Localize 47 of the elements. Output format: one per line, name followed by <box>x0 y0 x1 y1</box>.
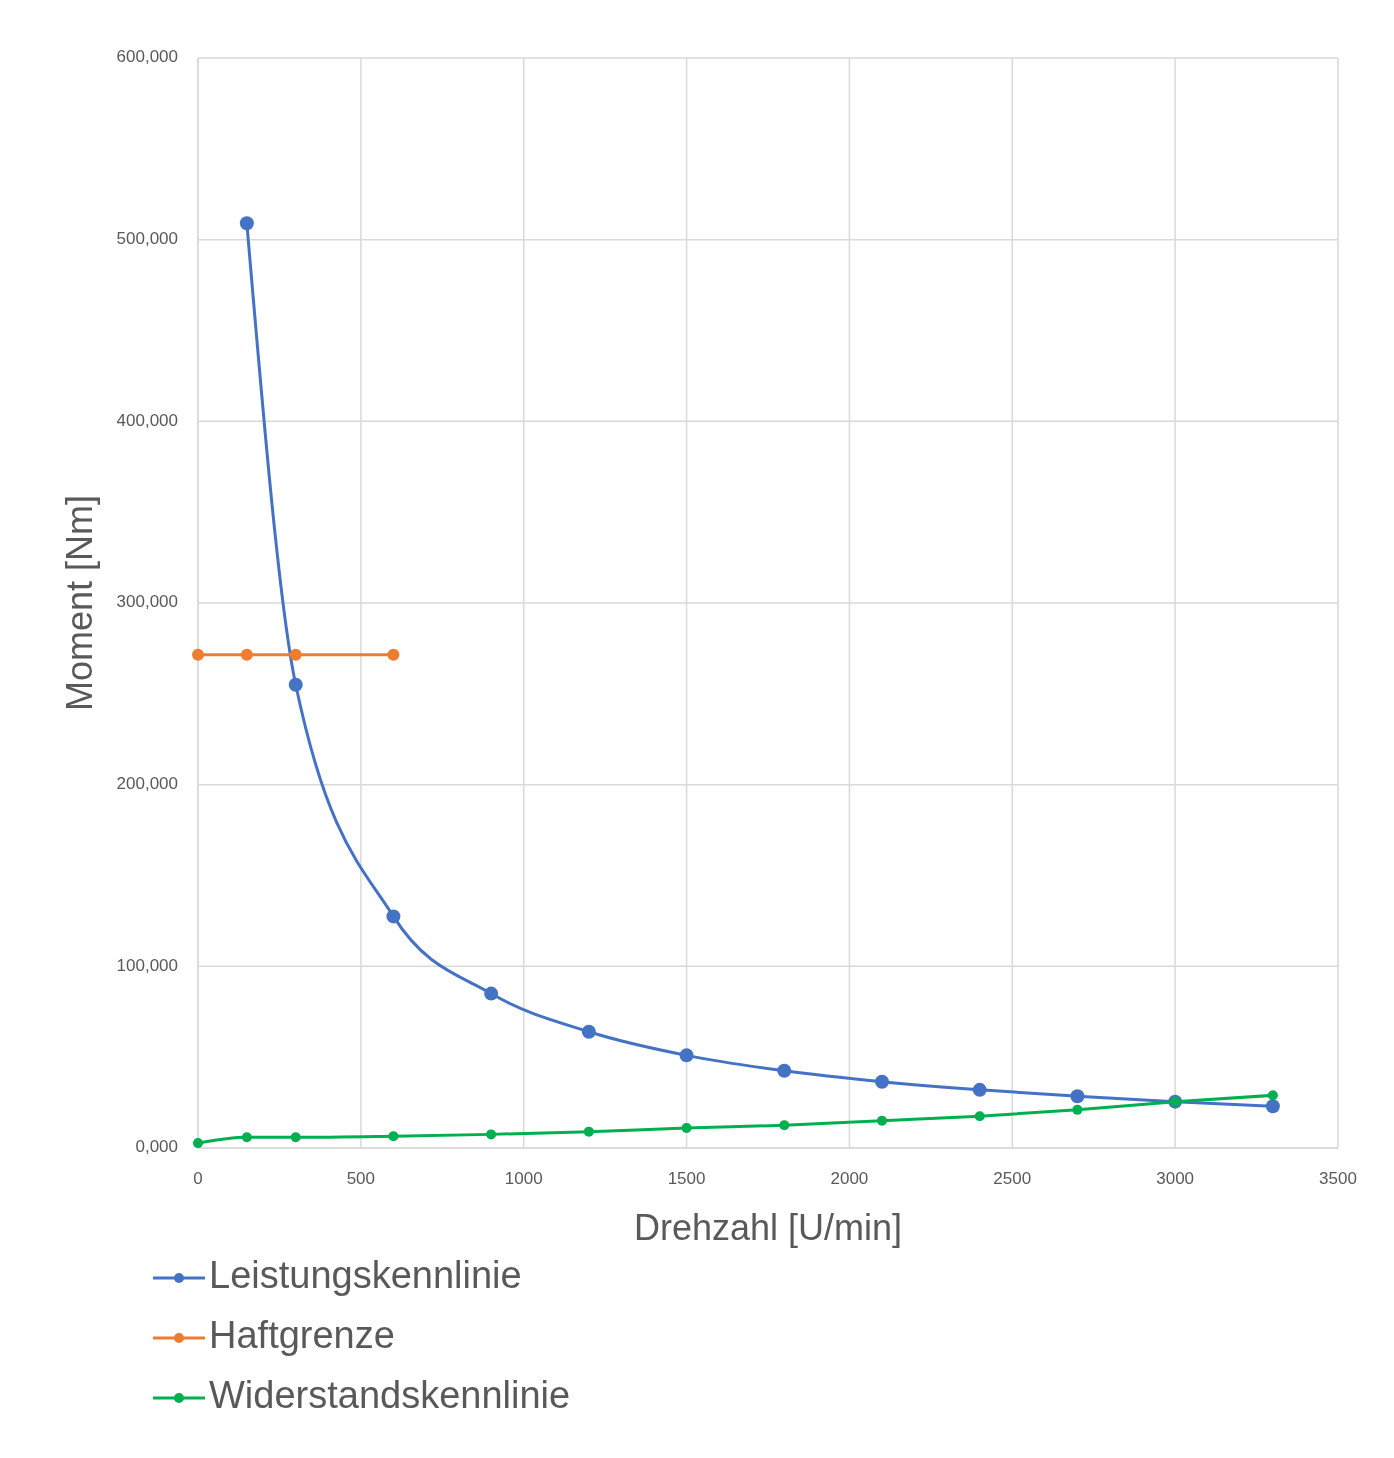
point <box>241 1132 252 1143</box>
point <box>288 677 303 692</box>
point <box>486 1129 497 1140</box>
point <box>239 216 254 231</box>
y-tick-label: 200,000 <box>116 774 178 794</box>
point <box>679 1048 694 1063</box>
x-tick-label: 3500 <box>1319 1169 1357 1188</box>
x-axis-title: Drehzahl [U/min] <box>633 1207 903 1248</box>
point <box>777 1063 792 1078</box>
y-tick-label: 400,000 <box>116 410 178 430</box>
point <box>972 1082 987 1097</box>
point <box>289 648 302 661</box>
x-tick-label: 1000 <box>504 1169 543 1188</box>
point <box>192 648 204 661</box>
point <box>581 1024 596 1039</box>
point <box>1072 1104 1083 1115</box>
point <box>1265 1099 1280 1114</box>
y-tick-label: 500,000 <box>116 229 178 249</box>
point <box>193 1138 203 1149</box>
point <box>1070 1089 1085 1104</box>
point <box>877 1115 887 1126</box>
x-tick-label: 3000 <box>1156 1169 1195 1188</box>
x-tick-label: 500 <box>346 1169 376 1188</box>
y-tick-label: 0,000 <box>135 1137 178 1157</box>
point <box>583 1126 594 1137</box>
x-tick-label: 2500 <box>993 1169 1032 1188</box>
x-tick-label: 1500 <box>667 1169 706 1188</box>
point <box>387 648 400 661</box>
y-axis-title: Moment [Nm] <box>59 494 100 712</box>
point <box>484 986 499 1001</box>
point <box>386 909 401 924</box>
legend-label: Widerstandskennlinie <box>209 1374 571 1417</box>
point <box>240 648 253 661</box>
point <box>681 1123 692 1134</box>
point <box>974 1111 985 1122</box>
point <box>1267 1090 1278 1101</box>
point <box>290 1132 301 1143</box>
legend-label: Leistungskennlinie <box>209 1254 522 1297</box>
y-tick-label: 300,000 <box>116 592 178 612</box>
point <box>388 1131 399 1142</box>
y-tick-label: 100,000 <box>116 955 178 975</box>
x-tick-label: 0 <box>193 1169 203 1188</box>
y-tick-label: 600,000 <box>116 47 178 67</box>
x-tick-label: 2000 <box>830 1169 869 1188</box>
point <box>875 1074 889 1089</box>
legend-label: Haftgrenze <box>209 1314 395 1357</box>
point <box>779 1120 790 1131</box>
